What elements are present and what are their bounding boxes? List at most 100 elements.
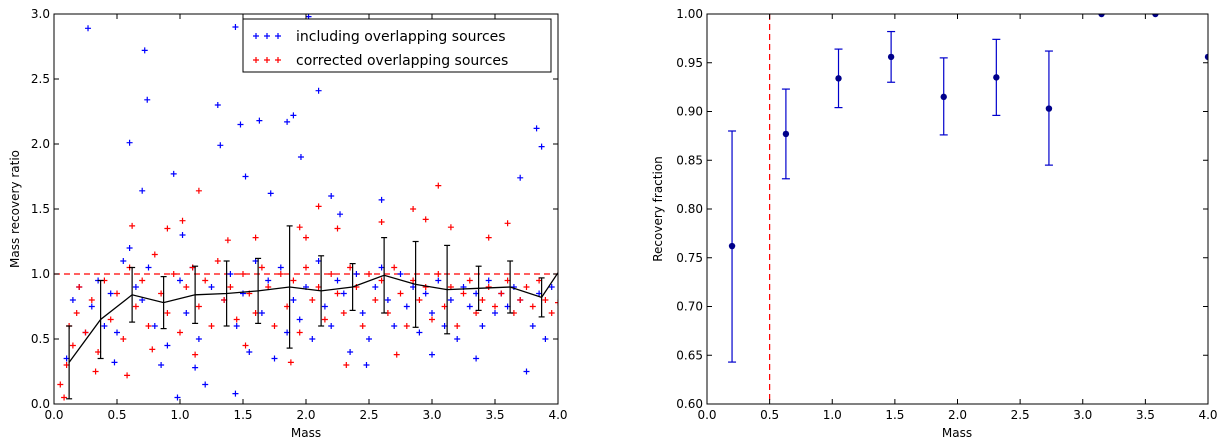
point-corrected: [151, 251, 158, 258]
right-xtick-label: 2.0: [948, 408, 967, 422]
left-xtick-label: 2.0: [296, 408, 315, 422]
point-including: [397, 271, 404, 277]
point-including: [429, 310, 435, 316]
point-corrected: [321, 316, 328, 323]
point-corrected: [303, 264, 309, 271]
point-corrected: [120, 336, 127, 342]
point-including: [538, 143, 545, 150]
point-including: [232, 24, 239, 30]
point-corrected: [132, 303, 139, 310]
point-corrected: [195, 303, 202, 310]
point-corrected: [523, 284, 530, 290]
point-including: [485, 277, 492, 284]
point-including: [533, 125, 540, 132]
point-including: [542, 336, 549, 342]
point-including: [101, 323, 108, 329]
point-including: [151, 323, 158, 329]
point-corrected: [224, 237, 231, 244]
point-corrected: [192, 351, 199, 358]
point-including: [372, 284, 379, 290]
point-corrected: [202, 277, 209, 284]
right-xtick-label: 1.5: [885, 408, 904, 422]
point-corrected: [328, 271, 335, 277]
right-chart: 0.0 0.5 1.0 1.5 2.0 2.5 3.0 3.5 4.0 0.60 0.65 0.70 0…: [651, 7, 1218, 440]
point-corrected: [145, 323, 152, 329]
point-including: [258, 310, 265, 316]
point-including: [366, 336, 372, 342]
point-corrected: [69, 342, 76, 349]
left-legend: including overlapping sources corrected …: [242, 18, 552, 73]
right-ytick-label: 0.65: [676, 348, 703, 362]
point-including: [391, 323, 398, 329]
recovery-point: [1098, 14, 1105, 18]
point-including: [120, 258, 127, 264]
point-including: [126, 245, 133, 251]
point-including: [145, 264, 152, 271]
point-corrected: [242, 342, 249, 349]
point-corrected: [271, 323, 278, 329]
point-including: [334, 277, 341, 284]
point-including: [114, 329, 120, 336]
right-axes-frame: [706, 13, 1209, 405]
point-including: [177, 277, 183, 284]
point-including: [435, 277, 442, 284]
point-corrected: [359, 323, 366, 329]
point-corrected: [227, 284, 234, 290]
point-corrected: [366, 271, 372, 277]
point-including: [183, 310, 190, 316]
recovery-point: [835, 75, 842, 82]
point-including: [69, 297, 76, 303]
legend-label-including: including overlapping sources: [296, 29, 506, 45]
point-including: [337, 211, 344, 218]
point-corrected: [233, 316, 240, 323]
left-ytick-label: 0.5: [31, 332, 50, 346]
point-corrected: [195, 187, 202, 194]
point-corrected: [129, 222, 136, 229]
right-ytick-label: 0.95: [676, 56, 703, 70]
point-including: [447, 297, 454, 303]
right-ylabel: Recovery fraction: [651, 156, 665, 262]
point-corrected: [334, 225, 341, 232]
recovery-point: [1204, 53, 1208, 61]
point-including: [529, 323, 536, 329]
point-corrected: [303, 234, 309, 241]
point-corrected: [479, 297, 486, 303]
point-including: [111, 359, 118, 366]
point-corrected: [73, 310, 80, 316]
point-corrected: [170, 271, 177, 277]
point-including: [214, 102, 221, 108]
point-including: [256, 117, 263, 124]
point-corrected: [403, 323, 410, 329]
point-including: [246, 349, 253, 355]
left-xtick-label: 2.5: [359, 408, 378, 422]
point-including: [88, 303, 95, 310]
point-including: [290, 297, 297, 303]
point-corrected: [179, 217, 186, 224]
point-corrected: [447, 224, 454, 231]
point-corrected: [107, 316, 114, 323]
left-ytick-label: 1.5: [31, 202, 50, 216]
point-including: [164, 342, 171, 349]
point-including: [139, 297, 146, 303]
right-xtick-label: 3.0: [1073, 408, 1092, 422]
point-corrected: [429, 316, 435, 323]
point-including: [309, 336, 316, 342]
point-including: [267, 190, 274, 197]
point-corrected: [343, 362, 350, 368]
point-including: [492, 310, 498, 316]
point-including: [85, 25, 92, 32]
point-corrected: [378, 219, 385, 225]
point-corrected: [287, 359, 294, 366]
point-corrected: [92, 368, 99, 375]
point-corrected: [177, 329, 183, 336]
point-corrected: [214, 258, 221, 264]
point-corrected: [208, 323, 215, 329]
point-corrected: [504, 220, 511, 227]
point-including: [284, 118, 291, 125]
point-including: [297, 154, 304, 160]
point-including: [242, 173, 249, 180]
point-including: [107, 290, 114, 297]
point-corrected: [393, 351, 400, 358]
point-including: [271, 355, 278, 362]
